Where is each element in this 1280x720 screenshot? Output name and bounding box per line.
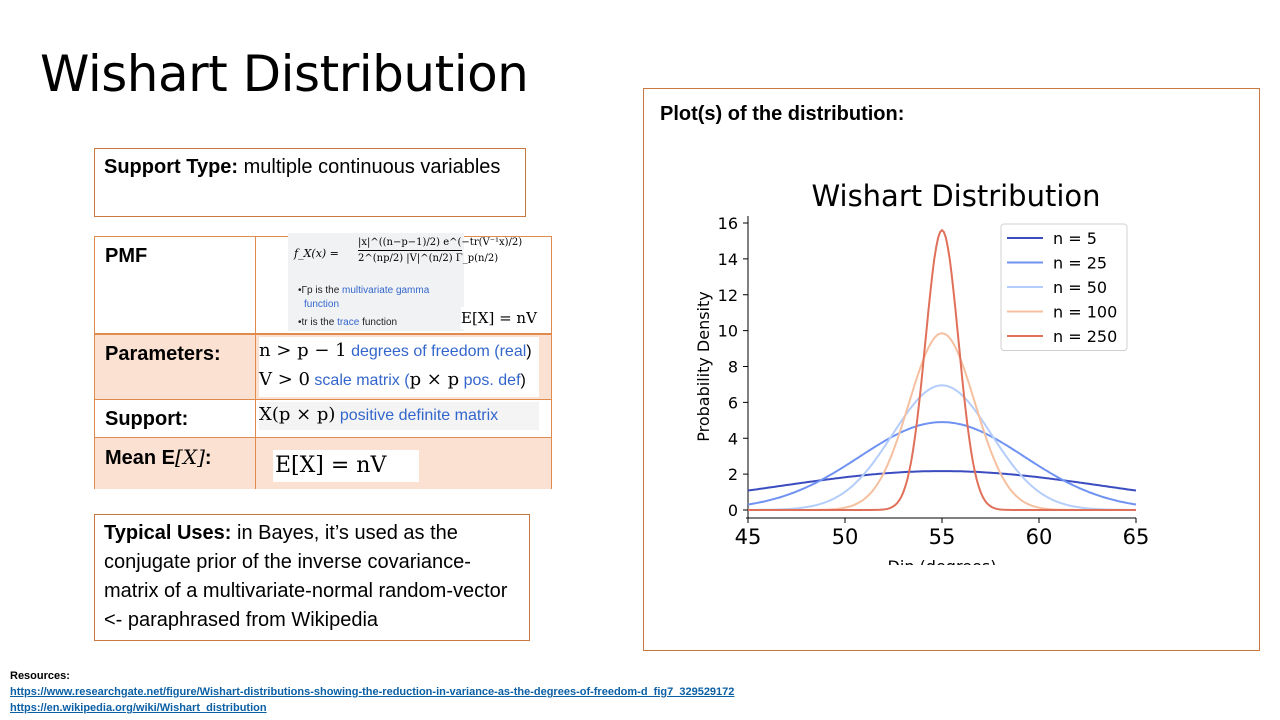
formula-lhs: f_X(x) = <box>294 247 339 260</box>
dof-end: ) <box>526 343 532 360</box>
wikipedia-link[interactable]: https://en.wikipedia.org/wiki/Wishart_di… <box>10 702 267 714</box>
parameters-label: Parameters: <box>105 343 221 365</box>
trace-note-text: •tr is the <box>298 317 338 328</box>
scale-text[interactable]: scale matrix ( <box>309 372 410 389</box>
support-row: Support: X(p × p) positive definite matr… <box>95 399 551 437</box>
x-tick-label: 45 <box>735 525 762 549</box>
y-axis-label: Probability Density <box>694 291 713 442</box>
series-line-2 <box>747 421 1137 506</box>
resources-title: Resources: <box>10 670 70 682</box>
formula-fraction: |x|^((n−p−1)/2) e^(−tr(V⁻¹x)/2) 2^(np/2)… <box>358 237 522 264</box>
mean-row: Mean E[X]: E[X] = nV <box>95 437 551 489</box>
resources: Resources: https://www.researchgate.net/… <box>10 668 734 716</box>
y-tick-label: 8 <box>728 358 738 377</box>
series-line-1 <box>747 470 1137 492</box>
formula-denominator: 2^(np/2) |V|^(n/2) Γ_p(n/2) <box>358 253 499 264</box>
legend-label: n = 25 <box>1053 254 1107 273</box>
support-type-value: multiple continuous variables <box>238 156 501 178</box>
typical-uses-value: in Bayes, it’s used as the conjugate pri… <box>104 522 508 631</box>
scale-end: ) <box>520 372 526 389</box>
multivariate-gamma-link[interactable]: multivariate gamma <box>342 285 430 296</box>
support-math: X(p × p) <box>259 404 336 425</box>
parameters-row: Parameters: n > p − 1 degrees of freedom… <box>95 333 551 399</box>
wishart-chart: Wishart Distribution 0 2 4 6 8 10 12 14 16 45 50 55 6… <box>694 179 1150 576</box>
support-image: X(p × p) positive definite matrix <box>259 402 539 430</box>
dof-math: n > p − 1 <box>259 340 347 361</box>
series-line-3 <box>748 384 1136 511</box>
dof-text[interactable]: degrees of freedom ( <box>346 343 500 360</box>
trace-link[interactable]: trace <box>337 317 360 328</box>
x-tick-label: 60 <box>1026 525 1053 549</box>
trace-note: •tr is the trace function <box>298 317 397 328</box>
column-divider <box>255 438 256 489</box>
y-tick-label: 12 <box>718 286 738 305</box>
plot-panel: Plot(s) of the distribution: Wishart Dis… <box>643 88 1260 651</box>
mean-formula: E[X] = nV <box>273 450 419 482</box>
support-type-box: Support Type: multiple continuous variab… <box>94 148 526 217</box>
series-line-5 <box>748 228 1136 511</box>
chart-title: Wishart Distribution <box>811 179 1100 213</box>
formula-numerator: |x|^((n−p−1)/2) e^(−tr(V⁻¹x)/2) <box>358 237 522 251</box>
y-tick-label: 0 <box>728 501 738 520</box>
mean-label-math: [X] <box>175 445 205 469</box>
mean-label: Mean E[X]: <box>105 444 212 471</box>
y-tick-label: 10 <box>718 322 738 341</box>
param-scale: V > 0 scale matrix (p × p pos. def) <box>259 366 539 395</box>
legend-label: n = 50 <box>1053 278 1107 297</box>
column-divider <box>255 335 256 399</box>
y-tick-label: 6 <box>728 393 738 412</box>
mean-label-end: : <box>204 447 212 469</box>
positive-definite-link[interactable]: positive definite matrix <box>335 407 499 424</box>
gamma-function-link[interactable]: function <box>304 299 340 310</box>
plot-heading: Plot(s) of the distribution: <box>660 103 905 125</box>
x-tick-label: 55 <box>929 525 956 549</box>
x-tick-label: 65 <box>1123 525 1150 549</box>
pos-def-link[interactable]: pos. def <box>459 372 521 389</box>
pmf-row: PMF f_X(x) = |x|^((n−p−1)/2) e^(−tr(V⁻¹x… <box>95 233 551 333</box>
y-tick-label: 4 <box>728 429 738 448</box>
pmf-formula-image: f_X(x) = |x|^((n−p−1)/2) e^(−tr(V⁻¹x)/2)… <box>288 233 522 331</box>
legend-label: n = 5 <box>1053 229 1097 248</box>
typical-uses-label: Typical Uses: <box>104 522 232 544</box>
typical-uses-box: Typical Uses: in Bayes, it’s used as the… <box>94 514 530 641</box>
x-axis-label: Dip (degrees) <box>888 557 997 576</box>
y-tick-label: 16 <box>718 214 738 233</box>
parameters-image: n > p − 1 degrees of freedom (real) V > … <box>259 337 539 397</box>
pmf-mean-formula: E[X] = nV <box>461 307 551 329</box>
mean-label-text: Mean E <box>105 447 176 469</box>
column-divider <box>255 237 256 333</box>
gamma-note: •Γp is the multivariate gamma <box>298 285 429 296</box>
y-tick-label: 2 <box>728 465 738 484</box>
support-type-label: Support Type: <box>104 156 239 178</box>
scale-math: V > 0 <box>259 369 310 390</box>
distribution-table: PMF f_X(x) = |x|^((n−p−1)/2) e^(−tr(V⁻¹x… <box>94 233 552 489</box>
legend-label: n = 250 <box>1053 327 1117 346</box>
x-tick-label: 50 <box>832 525 859 549</box>
legend-label: n = 100 <box>1053 303 1117 322</box>
gamma-note-text: •Γp is the <box>298 285 343 296</box>
legend-box <box>1000 223 1128 351</box>
gamma-note-cont: function <box>304 299 339 310</box>
researchgate-link[interactable]: https://www.researchgate.net/figure/Wish… <box>10 686 735 698</box>
column-divider <box>255 400 256 437</box>
support-label: Support: <box>105 408 189 430</box>
y-tick-label: 14 <box>718 250 738 269</box>
scale-dim-math: p × p <box>409 369 460 390</box>
real-link[interactable]: real <box>499 343 527 360</box>
param-dof: n > p − 1 degrees of freedom (real) <box>259 337 539 366</box>
trace-note-end: function <box>359 317 398 328</box>
slide-title: Wishart Distribution <box>40 45 529 103</box>
pmf-label: PMF <box>105 245 148 267</box>
